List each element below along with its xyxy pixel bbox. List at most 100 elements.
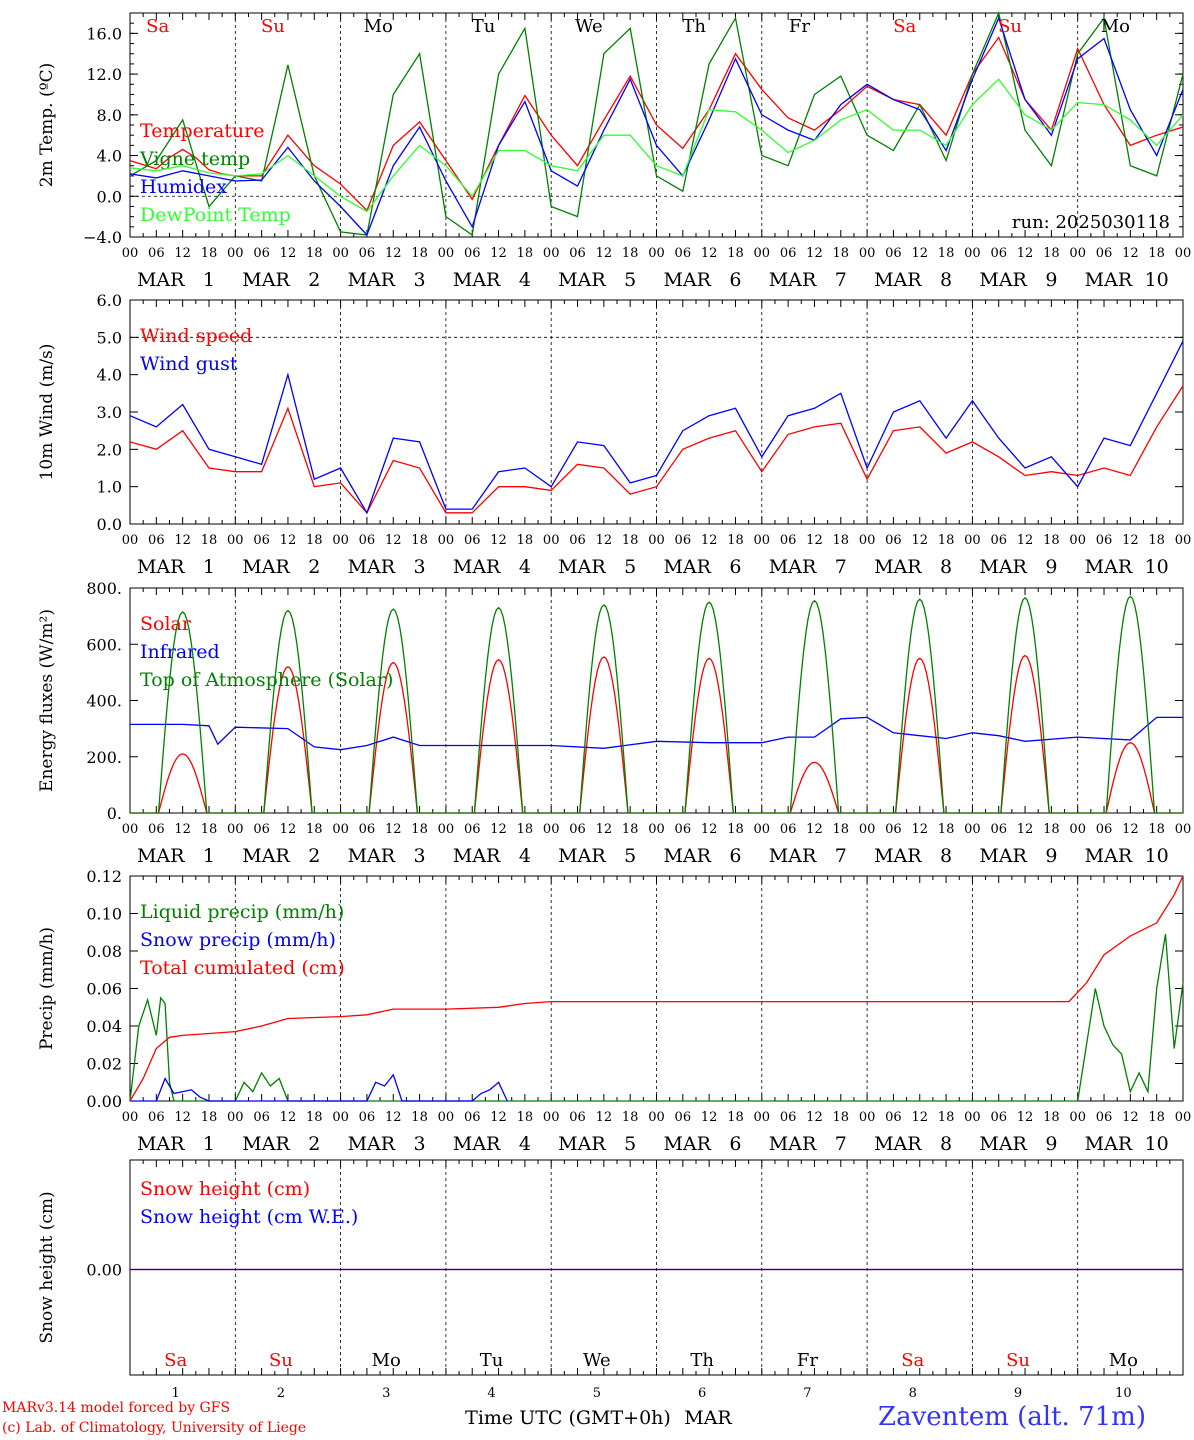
hour-label: 18 — [411, 822, 428, 837]
hour-label: 18 — [201, 246, 218, 261]
legend-entry: Snow precip (mm/h) — [140, 929, 336, 951]
hour-label: 00 — [648, 822, 665, 837]
month-label: MAR — [769, 845, 817, 867]
month-label: MAR — [663, 556, 711, 578]
hour-label: 06 — [780, 822, 797, 837]
legend-entry: Humidex — [140, 176, 227, 198]
hour-label: 06 — [569, 533, 586, 548]
hour-label: 06 — [780, 533, 797, 548]
hour-label: 00 — [1069, 822, 1086, 837]
y-axis-label: 10m Wind (m/s) — [37, 344, 57, 481]
panel-4: 0.00 0.02 0.04 0.06 0.08 0.10 0.12 Precip (mm/h… — [37, 867, 1191, 1155]
hour-label: 00 — [543, 822, 560, 837]
hour-label: 00 — [754, 822, 771, 837]
y-tick-label: 3.0 — [97, 403, 122, 422]
y-tick-label: 0.04 — [86, 1017, 122, 1036]
hour-label: 00 — [859, 533, 876, 548]
hour-label: 00 — [1069, 1110, 1086, 1125]
month-label: MAR — [558, 1133, 606, 1155]
day-label: 1 — [203, 845, 215, 867]
hour-label: 18 — [411, 1110, 428, 1125]
weekday-label: Sa — [893, 16, 916, 37]
y-tick-label: 600. — [86, 635, 122, 654]
y-tick-label: 0.02 — [86, 1055, 122, 1074]
hour-label: 12 — [701, 1110, 718, 1125]
day-label: 3 — [414, 1133, 426, 1155]
day-label: 3 — [414, 269, 426, 291]
hour-label: 06 — [253, 246, 270, 261]
hour-label: 18 — [306, 246, 323, 261]
month-label: MAR — [558, 556, 606, 578]
day-number-label: 3 — [382, 1386, 390, 1401]
hour-label: 06 — [885, 1110, 902, 1125]
month-label: MAR — [348, 1133, 396, 1155]
day-label: 10 — [1145, 1133, 1169, 1155]
hour-label: 00 — [227, 822, 244, 837]
weekday-label: Mo — [372, 1350, 401, 1371]
hour-label: 00 — [438, 822, 455, 837]
hour-label: 00 — [754, 533, 771, 548]
hour-label: 18 — [833, 1110, 850, 1125]
day-label: 1 — [203, 1133, 215, 1155]
hour-label: 00 — [332, 1110, 349, 1125]
hour-label: 00 — [332, 822, 349, 837]
hour-label: 12 — [806, 1110, 823, 1125]
hour-label: 18 — [1043, 822, 1060, 837]
month-label: MAR — [874, 269, 922, 291]
y-tick-label: 12.0 — [86, 65, 122, 84]
month-label: MAR — [242, 1133, 290, 1155]
y-tick-label: 2.0 — [97, 440, 122, 459]
day-label: 4 — [519, 556, 531, 578]
hour-label: 00 — [332, 246, 349, 261]
hour-label: 12 — [490, 822, 507, 837]
plot-frame — [129, 587, 1184, 814]
legend-entry: Wind gust — [140, 353, 238, 375]
hour-label: 12 — [385, 1110, 402, 1125]
day-label: 2 — [308, 845, 320, 867]
hour-label: 06 — [1096, 246, 1113, 261]
y-axis-label: Precip (mm/h) — [37, 927, 57, 1050]
day-label: 7 — [835, 1133, 847, 1155]
hour-label: 18 — [727, 533, 744, 548]
day-label: 4 — [519, 269, 531, 291]
day-label: 10 — [1145, 269, 1169, 291]
hour-label: 12 — [596, 533, 613, 548]
month-label: MAR — [348, 556, 396, 578]
day-number-label: 9 — [1014, 1386, 1022, 1401]
y-tick-label: 0. — [107, 804, 122, 823]
hour-label: 18 — [411, 246, 428, 261]
hour-label: 12 — [596, 822, 613, 837]
hour-label: 12 — [1017, 1110, 1034, 1125]
day-label: 7 — [835, 845, 847, 867]
hour-label: 18 — [1043, 246, 1060, 261]
hour-label: 06 — [990, 1110, 1007, 1125]
hour-label: 12 — [701, 822, 718, 837]
hour-label: 00 — [1175, 533, 1192, 548]
hour-label: 18 — [1148, 822, 1165, 837]
day-label: 5 — [624, 1133, 636, 1155]
hour-label: 18 — [938, 533, 955, 548]
day-label: 9 — [1045, 269, 1057, 291]
hour-label: 18 — [833, 822, 850, 837]
hour-label: 12 — [911, 1110, 928, 1125]
series-line-1-2 — [129, 10, 1184, 237]
weekday-label: Mo — [364, 16, 393, 37]
hour-label: 06 — [990, 533, 1007, 548]
y-tick-label: −4.0 — [83, 228, 122, 247]
hour-label: 00 — [859, 1110, 876, 1125]
hour-label: 06 — [780, 246, 797, 261]
legend-entry: Snow height (cm) — [140, 1178, 310, 1200]
month-label: MAR — [1085, 269, 1133, 291]
month-label: MAR — [453, 845, 501, 867]
hour-label: 12 — [490, 533, 507, 548]
day-label: 10 — [1145, 845, 1169, 867]
panel-1: −4.0 0.0 4.0 8.0 12.0 16.0 2m Temp. (ºC) Temper… — [37, 10, 1191, 291]
weekday-label: Sa — [901, 1350, 924, 1371]
hour-label: 18 — [727, 246, 744, 261]
hour-label: 18 — [833, 246, 850, 261]
hour-label: 18 — [622, 533, 639, 548]
panel-5: 0.00 Snow height (cm) Snow height (cm) Snow… — [37, 1159, 1184, 1429]
hour-label: 12 — [911, 246, 928, 261]
hour-label: 00 — [648, 1110, 665, 1125]
month-label: MAR — [874, 1133, 922, 1155]
